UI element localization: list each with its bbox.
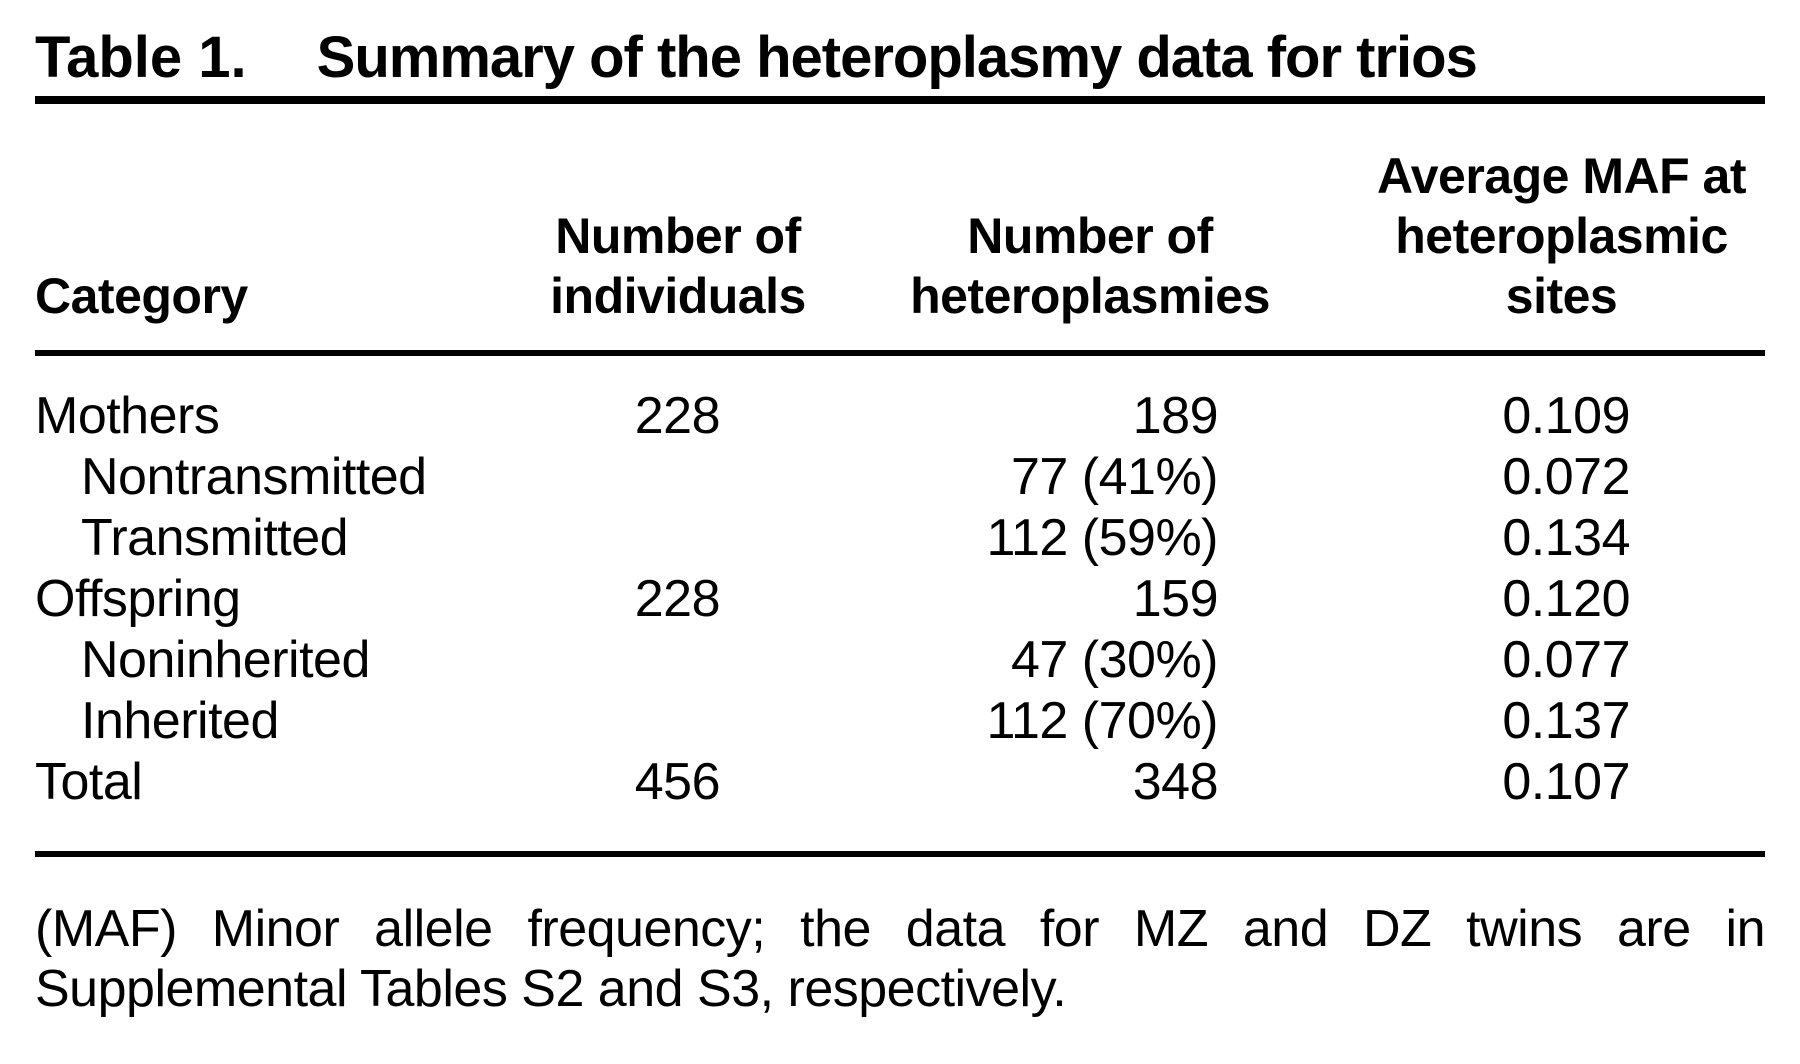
individuals-cell <box>470 691 886 752</box>
individuals-cell: 456 <box>634 753 721 811</box>
maf-cell: 0.120 <box>1502 570 1630 628</box>
table-row: Noninherited 47 (30%) 0.077 <box>35 630 1765 691</box>
category-cell: Inherited <box>81 692 279 750</box>
heteroplasmies-cell: 189 <box>1132 387 1219 445</box>
table-title: Table 1. Summary of the heteroplasmy dat… <box>35 28 1765 88</box>
heteroplasmies-cell: 159 <box>1132 570 1219 628</box>
column-header-individuals: Number of individuals <box>550 208 806 324</box>
table-number: Table 1. <box>35 25 247 90</box>
column-header-average-maf: Average MAF at heteroplasmic sites <box>1376 148 1747 324</box>
table-row: Transmitted 112 (59%) 0.134 <box>35 508 1765 569</box>
table-content: Table 1. Summary of the heteroplasmy dat… <box>35 0 1766 1019</box>
table-row: Nontransmitted 77 (41%) 0.072 <box>35 447 1765 508</box>
footnote-line-1: (MAF) Minor allele frequency; the data f… <box>35 900 1766 958</box>
table-body: Mothers 228 189 0.109 Nontransmitted 77 … <box>35 356 1765 851</box>
table-row: Offspring 228 159 0.120 <box>35 569 1765 630</box>
table-row: Mothers 228 189 0.109 <box>35 386 1765 447</box>
maf-cell: 0.107 <box>1502 753 1630 811</box>
heteroplasmies-cell: 112 (70%) <box>986 692 1218 750</box>
table-footnote: (MAF) Minor allele frequency; the data f… <box>35 899 1766 1019</box>
table-row: Total 456 348 0.107 <box>35 752 1765 813</box>
table-row: Inherited 112 (70%) 0.137 <box>35 691 1765 752</box>
individuals-cell <box>470 508 886 569</box>
maf-cell: 0.137 <box>1502 692 1630 750</box>
column-header-heteroplasmies: Number of heteroplasmies <box>910 208 1270 324</box>
category-cell: Nontransmitted <box>81 448 427 506</box>
table-title-text: Summary of the heteroplasmy data for tri… <box>316 25 1478 90</box>
top-rule <box>35 96 1765 104</box>
heteroplasmies-cell: 348 <box>1132 753 1219 811</box>
bottom-rule <box>35 851 1765 857</box>
maf-cell: 0.134 <box>1502 509 1630 567</box>
footnote-line-2: Supplemental Tables S2 and S3, respectiv… <box>35 960 1067 1018</box>
heteroplasmies-cell: 47 (30%) <box>1011 631 1219 689</box>
category-cell: Total <box>35 753 143 811</box>
individuals-cell <box>470 447 886 508</box>
category-cell: Noninherited <box>81 631 370 689</box>
category-cell: Mothers <box>35 387 220 445</box>
table-header-row: Category Number of individuals Number of… <box>35 104 1765 350</box>
maf-cell: 0.109 <box>1502 387 1630 445</box>
individuals-cell <box>470 630 886 691</box>
heteroplasmies-cell: 77 (41%) <box>1011 448 1219 506</box>
individuals-cell: 228 <box>634 387 721 445</box>
individuals-cell: 228 <box>634 570 721 628</box>
maf-cell: 0.077 <box>1502 631 1630 689</box>
heteroplasmies-cell: 112 (59%) <box>986 509 1218 567</box>
category-cell: Offspring <box>35 570 241 628</box>
category-cell: Transmitted <box>81 509 349 567</box>
maf-cell: 0.072 <box>1502 448 1630 506</box>
header-rule <box>35 350 1765 356</box>
column-header-category: Category <box>35 268 248 324</box>
